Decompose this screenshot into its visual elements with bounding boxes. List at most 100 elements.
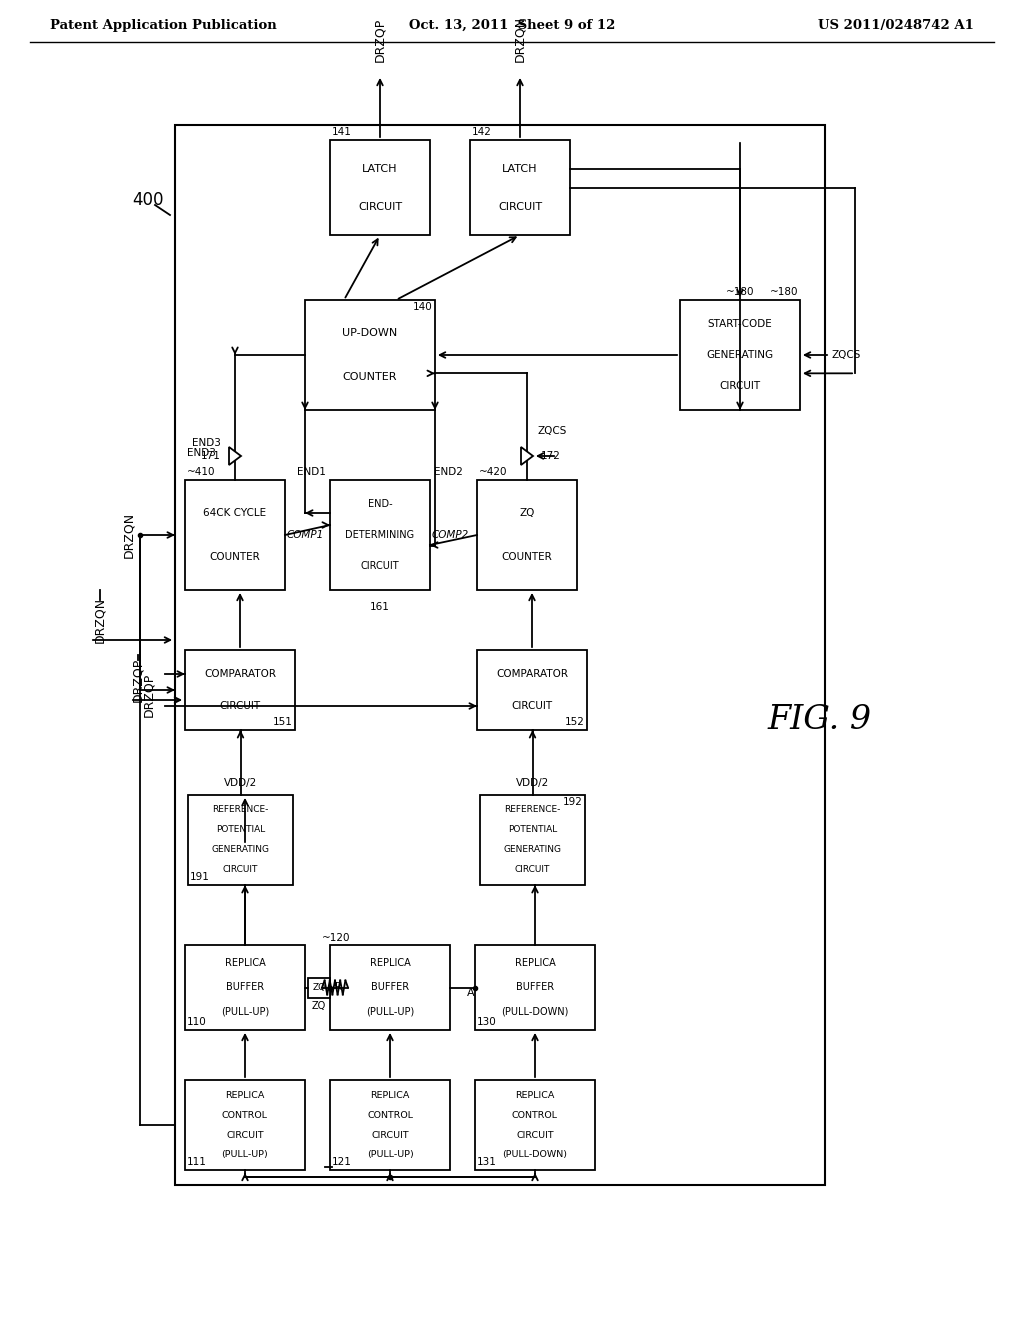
Text: 142: 142: [472, 127, 492, 137]
Text: CIRCUIT: CIRCUIT: [360, 561, 399, 572]
Bar: [185, 649, 295, 730]
Text: ~180: ~180: [726, 286, 755, 297]
Text: END2: END2: [434, 467, 463, 477]
Text: 111: 111: [187, 1158, 207, 1167]
Text: ZQ: ZQ: [312, 1002, 326, 1011]
Text: CIRCUIT: CIRCUIT: [223, 866, 258, 874]
Bar: [330, 1080, 450, 1170]
Text: LATCH: LATCH: [502, 164, 538, 173]
Text: 141: 141: [332, 127, 352, 137]
Text: COUNTER: COUNTER: [343, 372, 397, 381]
Text: (PULL-UP): (PULL-UP): [366, 1007, 414, 1016]
Text: ~410: ~410: [187, 467, 215, 477]
Bar: [330, 945, 450, 1030]
Text: REPLICA: REPLICA: [224, 958, 265, 968]
Bar: [185, 1080, 305, 1170]
Bar: [305, 300, 435, 411]
Bar: [188, 795, 293, 884]
Text: CIRCUIT: CIRCUIT: [515, 866, 550, 874]
Text: Oct. 13, 2011  Sheet 9 of 12: Oct. 13, 2011 Sheet 9 of 12: [409, 18, 615, 32]
Text: (PULL-UP): (PULL-UP): [221, 1151, 268, 1159]
Text: ~120: ~120: [322, 933, 350, 942]
Text: US 2011/0248742 A1: US 2011/0248742 A1: [818, 18, 974, 32]
Text: BUFFER: BUFFER: [371, 982, 409, 993]
Text: 171: 171: [201, 451, 221, 461]
Text: (PULL-UP): (PULL-UP): [221, 1007, 269, 1016]
Text: CIRCUIT: CIRCUIT: [226, 1130, 264, 1139]
Text: DRZQP: DRZQP: [131, 657, 144, 702]
Text: ZQ: ZQ: [519, 508, 535, 517]
Text: DRZQP: DRZQP: [374, 17, 386, 62]
Text: (PULL-DOWN): (PULL-DOWN): [503, 1151, 567, 1159]
Text: VDD/2: VDD/2: [516, 777, 549, 788]
Text: COMP1: COMP1: [287, 531, 325, 540]
Text: CIRCUIT: CIRCUIT: [720, 381, 761, 392]
Bar: [308, 978, 330, 998]
Text: ~420: ~420: [479, 467, 508, 477]
Text: BUFFER: BUFFER: [516, 982, 554, 993]
Text: GENERATING: GENERATING: [707, 350, 773, 360]
Text: 192: 192: [563, 797, 583, 807]
Text: 131: 131: [477, 1158, 497, 1167]
Text: END-: END-: [368, 499, 392, 508]
Text: POTENTIAL: POTENTIAL: [508, 825, 557, 834]
Text: DRZQN: DRZQN: [122, 512, 135, 558]
Text: 140: 140: [414, 302, 433, 312]
Text: 191: 191: [190, 873, 210, 882]
Text: FIG. 9: FIG. 9: [768, 704, 872, 737]
Bar: [680, 300, 800, 411]
Text: DRZQP: DRZQP: [142, 673, 155, 717]
Text: CIRCUIT: CIRCUIT: [219, 701, 260, 711]
Bar: [477, 480, 577, 590]
Text: DETERMINING: DETERMINING: [345, 531, 415, 540]
Text: REPLICA: REPLICA: [370, 958, 411, 968]
Text: END1: END1: [297, 467, 326, 477]
Text: A: A: [467, 987, 475, 998]
Bar: [185, 480, 285, 590]
Text: 121: 121: [332, 1158, 352, 1167]
Text: 64CK CYCLE: 64CK CYCLE: [204, 508, 266, 517]
Text: 400: 400: [132, 191, 164, 209]
Text: COUNTER: COUNTER: [210, 552, 260, 562]
Text: Patent Application Publication: Patent Application Publication: [50, 18, 276, 32]
Text: DRZQN: DRZQN: [513, 16, 526, 62]
Text: END3: END3: [187, 447, 216, 458]
Bar: [330, 140, 430, 235]
Text: CONTROL: CONTROL: [367, 1110, 413, 1119]
Bar: [480, 795, 585, 884]
Text: CONTROL: CONTROL: [512, 1110, 558, 1119]
Bar: [175, 125, 825, 1185]
Text: COMPARATOR: COMPARATOR: [204, 669, 276, 678]
Text: COMP2: COMP2: [432, 531, 469, 540]
Text: COUNTER: COUNTER: [502, 552, 552, 562]
Bar: [475, 945, 595, 1030]
Text: REPLICA: REPLICA: [515, 1090, 555, 1100]
Text: CIRCUIT: CIRCUIT: [511, 701, 553, 711]
Text: UP-DOWN: UP-DOWN: [342, 327, 397, 338]
Text: REFERENCE-: REFERENCE-: [212, 805, 268, 814]
Text: VDD/2: VDD/2: [224, 777, 257, 788]
Text: 172: 172: [541, 451, 561, 461]
Text: R: R: [335, 982, 342, 993]
Polygon shape: [521, 447, 534, 465]
Text: 161: 161: [370, 602, 390, 612]
Text: POTENTIAL: POTENTIAL: [216, 825, 265, 834]
Text: ZQ: ZQ: [312, 983, 326, 993]
Bar: [330, 480, 430, 590]
Text: REFERENCE-: REFERENCE-: [504, 805, 561, 814]
Text: ZQCS: ZQCS: [831, 350, 861, 360]
Text: ZQCS: ZQCS: [538, 426, 567, 436]
Text: LATCH: LATCH: [362, 164, 397, 173]
Text: REPLICA: REPLICA: [515, 958, 555, 968]
Text: REPLICA: REPLICA: [371, 1090, 410, 1100]
Text: GENERATING: GENERATING: [212, 846, 269, 854]
Text: BUFFER: BUFFER: [226, 982, 264, 993]
Text: CIRCUIT: CIRCUIT: [498, 202, 542, 211]
Text: (PULL-UP): (PULL-UP): [367, 1151, 414, 1159]
Bar: [475, 1080, 595, 1170]
Text: CONTROL: CONTROL: [222, 1110, 268, 1119]
Text: START-CODE: START-CODE: [708, 318, 772, 329]
Text: DRZQN: DRZQN: [93, 597, 106, 643]
Text: END3: END3: [193, 438, 221, 447]
Text: 152: 152: [565, 717, 585, 727]
